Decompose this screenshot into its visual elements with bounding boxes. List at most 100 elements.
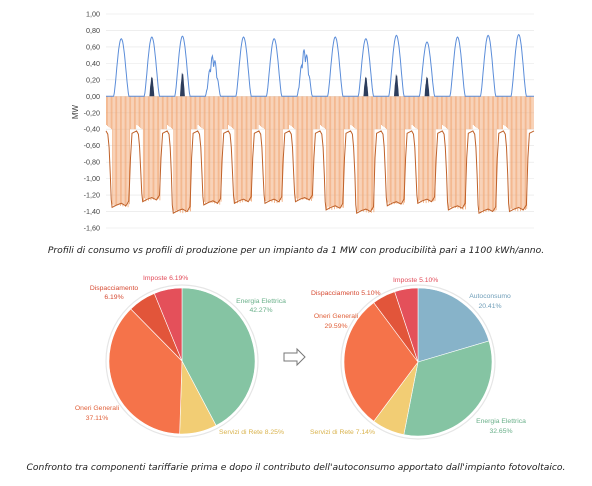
- consumption-bar: [164, 96, 166, 130]
- consumption-bar: [386, 96, 388, 130]
- consumption-bar: [290, 96, 292, 127]
- pie-slice-energia-elettrica: [181, 287, 256, 426]
- consumption-bar: [130, 96, 131, 130]
- pie-slice-autoconsumo: [417, 287, 490, 363]
- label-imposte-1: Imposte 6.19%: [143, 275, 188, 282]
- consumption-bar: [335, 96, 337, 207]
- consumption-bar: [228, 96, 230, 126]
- consumption-bar: [197, 96, 199, 126]
- consumption-bar: [451, 96, 452, 208]
- consumption-bar: [309, 96, 311, 199]
- consumption-bar: [323, 96, 325, 129]
- consumption-bar: [156, 96, 158, 200]
- consumption-bar: [117, 96, 119, 206]
- selfconsumption-areas: [149, 72, 430, 97]
- arrow-icon: [283, 347, 306, 367]
- consumption-bar: [444, 96, 446, 128]
- consumption-bar: [253, 96, 255, 130]
- power-profile-chart: 1,00 0,80 0,60 0,40 0,20 0,00 -0,20 -0,40 -0,60 -…: [71, 10, 535, 233]
- consumption-bar: [223, 96, 224, 130]
- consumption-bar: [497, 96, 498, 130]
- consumption-bar: [479, 96, 480, 210]
- consumption-bar: [274, 96, 275, 203]
- consumption-bar: [437, 96, 438, 130]
- consumption-bar: [388, 96, 390, 206]
- consumption-bar: [193, 96, 195, 130]
- consumption-bar: [269, 96, 270, 202]
- consumption-bar: [528, 96, 530, 130]
- consumption-bar: [321, 96, 323, 127]
- consumption-bar: [411, 96, 413, 126]
- consumption-bar: [443, 96, 445, 127]
- consumption-bar: [141, 96, 143, 130]
- consumption-bar: [387, 96, 389, 203]
- consumption-bar: [374, 96, 376, 130]
- consumption-bar: [348, 96, 349, 130]
- pie-slice-oneri-generali: [343, 302, 419, 422]
- y-tick-label: 0,40: [86, 59, 100, 68]
- pie-slice-energia-elettrica: [403, 340, 493, 437]
- consumption-bar: [118, 96, 120, 205]
- consumption-bar: [339, 96, 340, 209]
- consumption-bar: [182, 96, 184, 214]
- consumption-bar: [379, 96, 381, 130]
- consumption-bar: [201, 96, 203, 129]
- y-tick-label: -0,40: [84, 125, 100, 134]
- consumption-bar: [475, 96, 477, 128]
- consumption-bar: [526, 96, 528, 209]
- consumption-bar: [420, 96, 422, 203]
- consumption-bar: [241, 96, 242, 201]
- consumption-bar: [485, 96, 487, 212]
- consumption-bar: [498, 96, 500, 130]
- consumption-bar: [381, 96, 382, 126]
- consumption-bar: [304, 96, 306, 200]
- value-oneri-1: 37.11%: [86, 415, 109, 422]
- consumption-bar: [430, 96, 432, 202]
- consumption-bar: [238, 96, 240, 201]
- consumption-bar: [349, 96, 351, 130]
- pie-labels: Imposte 6.19% Dispacciamento 6.19% Energ…: [75, 275, 526, 436]
- consumption-bar: [356, 96, 358, 212]
- consumption-bar: [370, 96, 372, 213]
- consumption-bar: [299, 96, 301, 201]
- consumption-bar: [332, 96, 334, 207]
- pie-outline: [105, 284, 259, 438]
- y-tick-label: -1,00: [84, 174, 100, 183]
- consumption-bar: [460, 96, 461, 210]
- consumption-bar: [484, 96, 486, 211]
- consumption-bar: [107, 96, 109, 127]
- consumption-bar: [205, 96, 207, 204]
- consumption-bar: [372, 96, 373, 210]
- consumption-bar: [125, 96, 126, 207]
- consumption-bar: [418, 96, 419, 202]
- consumption-bars: [106, 96, 534, 214]
- consumption-bar: [276, 96, 278, 204]
- y-tick-labels: 1,00 0,80 0,60 0,40 0,20 0,00 -0,20 -0,40 -0,60 -…: [84, 10, 100, 233]
- consumption-bar: [213, 96, 214, 203]
- consumption-bar: [531, 96, 533, 130]
- consumption-bar: [195, 96, 196, 130]
- consumption-bar: [390, 96, 391, 203]
- consumption-bar: [214, 96, 216, 204]
- consumption-bar: [135, 96, 137, 130]
- consumption-bar: [384, 96, 386, 129]
- consumption-bar: [491, 96, 493, 212]
- pie-after: [340, 284, 496, 440]
- consumption-bar: [429, 96, 431, 201]
- consumption-bar: [297, 96, 298, 201]
- selfconsumption-area: [149, 76, 155, 97]
- consumption-bar: [511, 96, 512, 209]
- label-servizi-2: Servizi di Rete 7.14%: [310, 429, 375, 436]
- consumption-bar: [397, 96, 399, 204]
- consumption-bar: [168, 96, 170, 127]
- consumption-bar: [490, 96, 492, 211]
- y-tick-label: 1,00: [86, 10, 100, 19]
- consumption-bar: [154, 96, 156, 200]
- consumption-bar: [234, 96, 236, 203]
- consumption-bar: [336, 96, 338, 209]
- consumption-bar: [495, 96, 497, 211]
- consumption-bar: [196, 96, 198, 130]
- consumption-bar: [322, 96, 324, 128]
- pie-slice-imposte: [153, 287, 183, 362]
- y-tick-label: -0,80: [84, 158, 100, 167]
